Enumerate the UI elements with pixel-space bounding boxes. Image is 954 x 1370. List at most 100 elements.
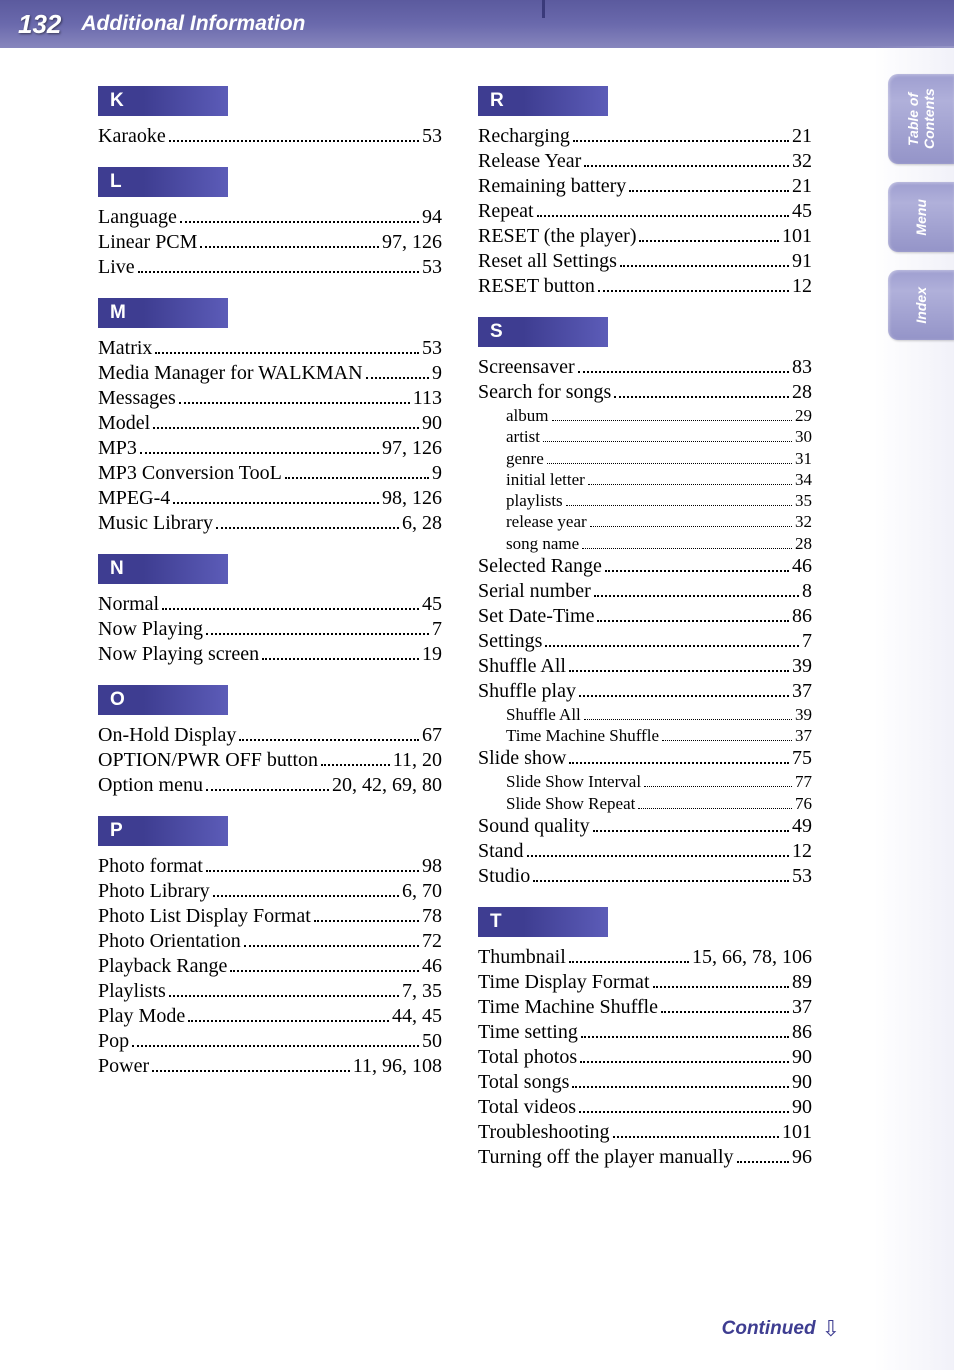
index-entry[interactable]: Live53 [98,255,442,280]
index-entry-page: 21 [792,124,812,149]
index-entry[interactable]: playlists35 [478,490,812,511]
index-entry[interactable]: Linear PCM97, 126 [98,230,442,255]
index-entry[interactable]: Recharging21 [478,124,812,149]
index-entry[interactable]: Time Machine Shuffle37 [478,995,812,1020]
index-entry[interactable]: Shuffle All39 [478,654,812,679]
index-entry-leader [152,1056,350,1072]
index-entry[interactable]: Selected Range46 [478,554,812,579]
index-entry[interactable]: Now Playing7 [98,617,442,642]
index-entry[interactable]: RESET button12 [478,274,812,299]
index-entry[interactable]: Photo List Display Format78 [98,904,442,929]
index-entry-leader [620,251,789,267]
index-entry[interactable]: Matrix53 [98,336,442,361]
index-entry-page: 44, 45 [392,1004,442,1029]
index-entry[interactable]: release year32 [478,511,812,532]
index-entry-leader [200,232,379,248]
index-entry[interactable]: Set Date-Time86 [478,604,812,629]
index-entry[interactable]: Photo Library6, 70 [98,879,442,904]
index-entry[interactable]: Shuffle play37 [478,679,812,704]
index-entry[interactable]: Normal45 [98,592,442,617]
tab-index[interactable]: Index [888,270,954,340]
index-entry[interactable]: Photo Orientation72 [98,929,442,954]
index-entry[interactable]: Thumbnail15, 66, 78, 106 [478,945,812,970]
index-entry-page: 32 [795,511,812,532]
index-entry[interactable]: Messages113 [98,386,442,411]
index-entry[interactable]: Turning off the player manually96 [478,1145,812,1170]
index-entry[interactable]: Search for songs28 [478,380,812,405]
index-entry[interactable]: Time Machine Shuffle37 [478,725,812,746]
index-entry-term: Playlists [98,979,166,1004]
index-entry-page: 50 [422,1029,442,1054]
index-entry-leader [173,488,379,504]
index-section-heading: T [478,907,608,937]
index-entry[interactable]: album29 [478,405,812,426]
index-entry[interactable]: initial letter34 [478,469,812,490]
index-entry-page: 39 [792,654,812,679]
index-entry[interactable]: Option menu20, 42, 69, 80 [98,773,442,798]
index-entry[interactable]: Stand12 [478,839,812,864]
index-entry[interactable]: MP397, 126 [98,436,442,461]
index-entry[interactable]: Time setting86 [478,1020,812,1045]
index-entry[interactable]: Shuffle All39 [478,704,812,725]
index-entry[interactable]: Reset all Settings91 [478,249,812,274]
index-entry[interactable]: genre31 [478,448,812,469]
index-entry[interactable]: Sound quality49 [478,814,812,839]
index-entry[interactable]: Studio53 [478,864,812,889]
index-entry[interactable]: RESET (the player)101 [478,224,812,249]
index-entry[interactable]: Media Manager for WALKMAN9 [98,361,442,386]
index-entry-page: 34 [795,469,812,490]
index-entry-term: Photo format [98,854,203,879]
index-entry[interactable]: Pop50 [98,1029,442,1054]
index-entry[interactable]: Model90 [98,411,442,436]
index-entry-page: 31 [795,448,812,469]
index-entry[interactable]: Playback Range46 [98,954,442,979]
page-header: 132 Additional Information [0,0,954,48]
index-entry[interactable]: Karaoke53 [98,124,442,149]
index-entry[interactable]: On-Hold Display67 [98,723,442,748]
tab-menu[interactable]: Menu [888,182,954,252]
index-entry-term: Time setting [478,1020,578,1045]
index-entry-leader [579,681,789,697]
index-entry[interactable]: Play Mode 44, 45 [98,1004,442,1029]
index-entry[interactable]: Repeat45 [478,199,812,224]
index-entry-page: 83 [792,355,812,380]
index-entry[interactable]: MPEG-498, 126 [98,486,442,511]
index-entry-term: Stand [478,839,524,864]
index-entry-leader [244,931,419,947]
index-entry-page: 53 [792,864,812,889]
index-entry[interactable]: Now Playing screen19 [98,642,442,667]
index-entry[interactable]: Troubleshooting101 [478,1120,812,1145]
index-entry[interactable]: Remaining battery21 [478,174,812,199]
index-entry-leader [169,126,419,142]
index-entry-leader [537,201,789,217]
index-entry[interactable]: Playlists7, 35 [98,979,442,1004]
index-entry-leader [613,1122,779,1138]
index-entry[interactable]: Release Year32 [478,149,812,174]
index-entry[interactable]: Language94 [98,205,442,230]
index-entry[interactable]: Screensaver83 [478,355,812,380]
index-entry[interactable]: Total songs90 [478,1070,812,1095]
tab-table-of-contents[interactable]: Table of Contents [888,74,954,164]
index-entry[interactable]: song name28 [478,533,812,554]
index-entry[interactable]: Time Display Format89 [478,970,812,995]
index-entry[interactable]: Slide Show Repeat76 [478,793,812,814]
index-entry-page: 97, 126 [382,230,442,255]
index-entry[interactable]: Total videos90 [478,1095,812,1120]
index-entry-page: 96 [792,1145,812,1170]
index-entry[interactable]: artist30 [478,426,812,447]
index-entry[interactable]: MP3 Conversion TooL9 [98,461,442,486]
index-entry[interactable]: Total photos90 [478,1045,812,1070]
index-entry[interactable]: OPTION/PWR OFF button11, 20 [98,748,442,773]
index-entry-leader [614,382,789,398]
index-entry[interactable]: Power11, 96, 108 [98,1054,442,1079]
index-entry-term: Photo Library [98,879,210,904]
index-entry[interactable]: Settings7 [478,629,812,654]
index-entry[interactable]: Slide show75 [478,746,812,771]
index-entry-leader [206,775,329,791]
index-entry-leader [578,357,789,373]
index-entry[interactable]: Photo format98 [98,854,442,879]
index-entry-term: Play Mode [98,1004,185,1029]
index-entry[interactable]: Music Library6, 28 [98,511,442,536]
index-entry[interactable]: Slide Show Interval77 [478,771,812,792]
index-entry[interactable]: Serial number8 [478,579,812,604]
